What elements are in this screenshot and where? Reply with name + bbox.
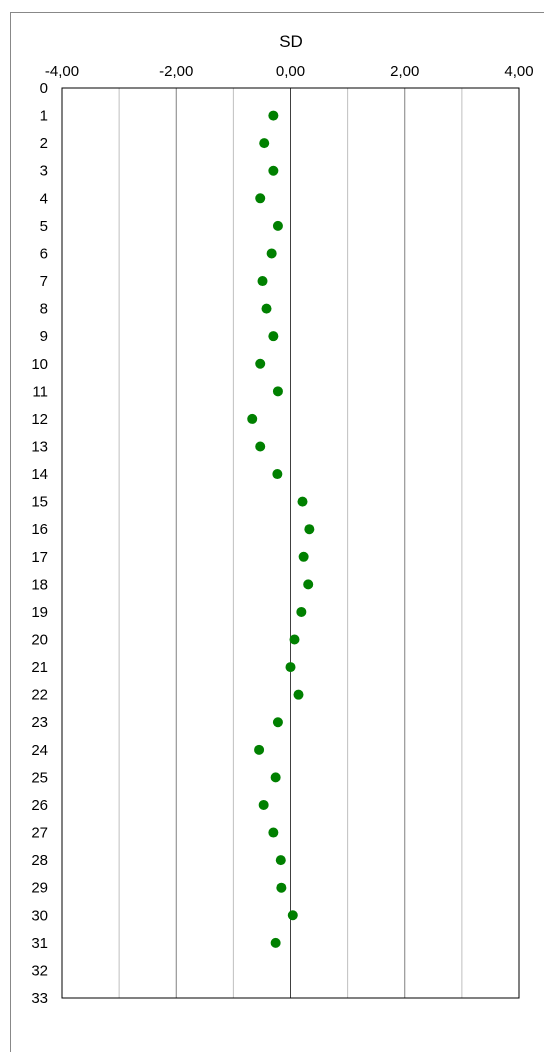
y-tick-label: 11: [32, 383, 48, 400]
data-point: [304, 524, 315, 535]
y-tick-label: 12: [31, 411, 48, 428]
data-point: [261, 303, 272, 314]
y-tick-label: 17: [31, 549, 48, 566]
data-point: [266, 248, 277, 259]
y-tick-label: 18: [31, 576, 48, 593]
x-tick-label: 2,00: [390, 63, 419, 80]
y-tick-label: 9: [40, 328, 48, 345]
y-tick-label: 14: [31, 466, 48, 483]
data-point: [255, 193, 266, 204]
y-tick-label: 5: [40, 218, 48, 235]
data-points: [247, 110, 315, 948]
y-tick-label: 27: [31, 825, 48, 842]
data-point: [272, 717, 283, 728]
data-point: [255, 441, 266, 452]
y-tick-label: 0: [40, 80, 48, 97]
y-tick-label: 24: [31, 742, 48, 759]
y-tick-label: 2: [40, 135, 48, 152]
y-tick-label: 10: [31, 356, 48, 373]
data-point: [272, 220, 283, 231]
y-tick-label: 21: [31, 659, 48, 676]
y-tick-label: 8: [40, 301, 48, 318]
data-point: [285, 662, 296, 673]
data-point: [268, 331, 279, 342]
x-tick-label: 0,00: [276, 63, 305, 80]
y-tick-label: 6: [40, 245, 48, 262]
data-point: [303, 579, 314, 590]
data-point: [258, 799, 269, 810]
y-tick-label: 20: [31, 632, 48, 649]
y-tick-label: 1: [40, 108, 48, 125]
data-point: [272, 469, 283, 480]
data-point: [270, 937, 281, 948]
y-tick-label: 33: [31, 990, 48, 1007]
y-tick-label: 16: [31, 521, 48, 538]
data-point: [276, 882, 287, 893]
y-tick-label: 29: [31, 880, 48, 897]
y-tick-label: 15: [31, 494, 48, 511]
data-point: [257, 276, 268, 287]
y-tick-label: 23: [31, 714, 48, 731]
chart-frame: [10, 12, 544, 1052]
data-point: [268, 110, 279, 121]
data-point: [287, 910, 298, 921]
y-tick-label: 31: [31, 935, 48, 952]
y-tick-label: 28: [31, 852, 48, 869]
data-point: [247, 413, 258, 424]
gridlines: [118, 88, 463, 998]
y-tick-label: 26: [31, 797, 48, 814]
y-tick-label: 7: [40, 273, 48, 290]
data-point: [268, 827, 279, 838]
y-tick-label: 32: [31, 962, 48, 979]
y-tick-label: 30: [31, 907, 48, 924]
data-point: [268, 165, 279, 176]
x-axis-ticks: -4,00 -2,00 0,00 2,00 4,00: [45, 63, 534, 80]
plot-area: [61, 87, 520, 999]
data-point: [297, 496, 308, 507]
data-point: [275, 855, 286, 866]
y-tick-label: 3: [40, 163, 48, 180]
data-point: [270, 772, 281, 783]
data-point: [259, 138, 270, 149]
chart-title: SD: [279, 32, 303, 51]
data-point: [289, 634, 300, 645]
y-tick-label: 13: [31, 438, 48, 455]
x-tick-label: 4,00: [504, 63, 533, 80]
data-point: [254, 744, 265, 755]
data-point: [298, 551, 309, 562]
data-point: [255, 358, 266, 369]
data-point: [293, 689, 304, 700]
x-tick-label: -2,00: [159, 63, 193, 80]
y-tick-label: 25: [31, 769, 48, 786]
y-tick-label: 19: [31, 604, 48, 621]
y-tick-label: 22: [31, 687, 48, 704]
y-axis-ticks: 0123456789101112131415161718192021222324…: [31, 80, 48, 1007]
x-tick-label: -4,00: [45, 63, 79, 80]
data-point: [272, 386, 283, 397]
data-point: [296, 606, 307, 617]
y-tick-label: 4: [40, 190, 48, 207]
